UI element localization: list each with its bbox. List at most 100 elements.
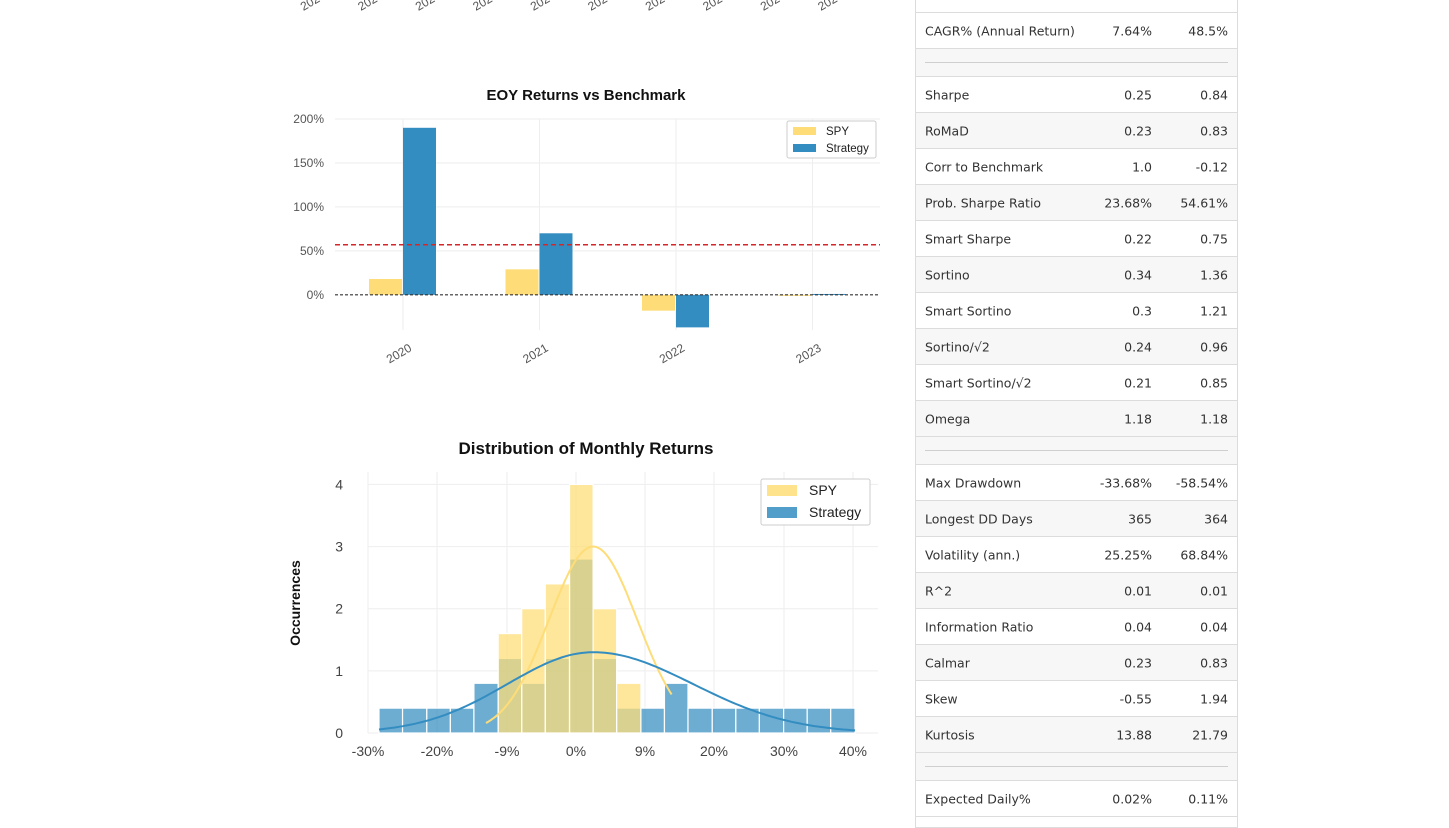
metric-label: Omega: [925, 411, 971, 426]
eoy-bar-spy-2022: [642, 294, 675, 311]
metric-benchmark-value: 0.24: [1124, 339, 1152, 354]
top-axis-tick-label: 202: [758, 0, 783, 14]
dist-x-tick-label: -9%: [495, 743, 520, 759]
dist-kde-strategy: [378, 651, 856, 732]
eoy-bar-spy-2021: [505, 269, 539, 295]
dist-bar-spy: [568, 483, 594, 734]
eoy-bar-strategy-2021: [539, 233, 573, 295]
top-axis-tick-label: 202: [700, 0, 725, 14]
metric-benchmark-value: 0.34: [1124, 267, 1152, 282]
metrics-row: Calmar 0.23 0.83: [916, 645, 1237, 681]
dist-y-tick-label: 2: [335, 601, 343, 617]
dist-bar-spy: [521, 608, 546, 734]
dist-kde-spy: [485, 545, 673, 724]
metric-benchmark-value: 0.02%: [1112, 791, 1152, 806]
eoy-y-tick-label: 150%: [293, 156, 324, 170]
metric-benchmark-value: 1.18: [1124, 411, 1152, 426]
top-axis-tick-label: 202: [413, 0, 438, 14]
eoy-y-tick-label: 50%: [300, 244, 324, 258]
metrics-row: RoMaD 0.23 0.83: [916, 113, 1237, 149]
metrics-row: Sortino 0.34 1.36: [916, 257, 1237, 293]
metrics-row: CAGR% (Annual Return) 7.64% 48.5%: [916, 13, 1237, 49]
dist-x-tick-label: -20%: [421, 743, 454, 759]
metric-strategy-value: 364: [1204, 511, 1228, 526]
metric-label: Sortino: [925, 267, 970, 282]
metrics-row: Smart Sortino/√2 0.21 0.85: [916, 365, 1237, 401]
metrics-row: Volatility (ann.) 25.25% 68.84%: [916, 537, 1237, 573]
dist-x-tick-label: -30%: [352, 743, 385, 759]
separator-line: [925, 62, 1228, 63]
top-axis-tick-label: 202: [298, 0, 323, 14]
metric-label: Longest DD Days: [925, 511, 1033, 526]
metric-strategy-value: 48.5%: [1188, 23, 1228, 38]
eoy-bar-strategy-2020: [403, 127, 436, 295]
eoy-x-tick-label: 2021: [520, 341, 550, 367]
dist-bar-strategy: [663, 682, 689, 734]
metric-strategy-value: 1.94: [1200, 691, 1228, 706]
metrics-row: R^2 0.01 0.01: [916, 573, 1237, 609]
metrics-separator-row: [916, 753, 1237, 781]
metric-label: Kurtosis: [925, 727, 975, 742]
metric-strategy-value: 0.85: [1200, 375, 1228, 390]
dist-y-tick-label: 1: [335, 663, 343, 679]
metric-strategy-value: 0.75: [1200, 231, 1228, 246]
metrics-edge-row: [916, 0, 1237, 13]
metrics-edge-row: [916, 817, 1237, 828]
metric-benchmark-value: -33.68%: [1099, 475, 1152, 490]
dist-y-tick-label: 4: [335, 476, 343, 492]
dist-y-tick-label: 0: [335, 725, 343, 741]
dist-x-tick-label: 40%: [839, 743, 867, 759]
metric-label: RoMaD: [925, 123, 969, 138]
metrics-row: Smart Sortino 0.3 1.21: [916, 293, 1237, 329]
metric-benchmark-value: 25.25%: [1104, 547, 1152, 562]
metric-strategy-value: 1.21: [1200, 303, 1228, 318]
metric-benchmark-value: 0.01: [1124, 583, 1152, 598]
dist-bar-strategy: [640, 707, 666, 734]
metric-label: Smart Sortino: [925, 303, 1012, 318]
metric-strategy-value: 21.79: [1192, 727, 1228, 742]
metric-strategy-value: 0.84: [1200, 87, 1228, 102]
eoy-x-tick-label: 2023: [793, 341, 823, 367]
dist-x-tick-label: 0%: [566, 743, 586, 759]
metric-strategy-value: 1.36: [1200, 267, 1228, 282]
metric-benchmark-value: 0.04: [1124, 619, 1152, 634]
dist-bar-strategy: [758, 707, 785, 734]
metric-strategy-value: -0.12: [1195, 159, 1228, 174]
dist-chart-title: Distribution of Monthly Returns: [459, 439, 714, 458]
metric-strategy-value: 0.01: [1200, 583, 1228, 598]
eoy-y-tick-label: 200%: [293, 112, 324, 126]
metric-benchmark-value: 0.25: [1124, 87, 1152, 102]
metrics-row: Prob. Sharpe Ratio 23.68% 54.61%: [916, 185, 1237, 221]
metric-strategy-value: -58.54%: [1175, 475, 1228, 490]
metrics-row: Information Ratio 0.04 0.04: [916, 609, 1237, 645]
metric-label: Max Drawdown: [925, 475, 1022, 490]
metric-label: Sortino/√2: [925, 339, 990, 354]
metric-benchmark-value: -0.55: [1119, 691, 1152, 706]
metrics-row: Skew -0.55 1.94: [916, 681, 1237, 717]
metrics-row: Sortino/√2 0.24 0.96: [916, 329, 1237, 365]
top-axis-tick-label: 202: [643, 0, 668, 14]
eoy-chart-title: EOY Returns vs Benchmark: [487, 87, 687, 104]
eoy-x-tick-label: 2022: [657, 341, 687, 367]
eoy-y-tick-label: 100%: [293, 200, 324, 214]
metric-label: R^2: [925, 583, 953, 598]
metric-strategy-value: 0.96: [1200, 339, 1228, 354]
metric-label: Information Ratio: [925, 619, 1034, 634]
metrics-row: Kurtosis 13.88 21.79: [916, 717, 1237, 753]
metric-strategy-value: 68.84%: [1180, 547, 1228, 562]
metric-benchmark-value: 0.21: [1124, 375, 1152, 390]
dist-legend-label: Strategy: [809, 504, 861, 520]
metric-benchmark-value: 0.23: [1124, 123, 1152, 138]
metric-label: CAGR% (Annual Return): [925, 23, 1075, 38]
top-axis-tick-label: 202: [355, 0, 380, 14]
eoy-legend-label: SPY: [826, 126, 849, 138]
dist-y-tick-label: 3: [335, 539, 343, 555]
metric-benchmark-value: 0.3: [1132, 303, 1152, 318]
dist-x-tick-label: 9%: [635, 743, 655, 759]
metric-benchmark-value: 0.23: [1124, 655, 1152, 670]
metric-strategy-value: 1.18: [1200, 411, 1228, 426]
metric-benchmark-value: 0.22: [1124, 231, 1152, 246]
metrics-row: Omega 1.18 1.18: [916, 401, 1237, 437]
metric-label: Prob. Sharpe Ratio: [925, 195, 1042, 210]
